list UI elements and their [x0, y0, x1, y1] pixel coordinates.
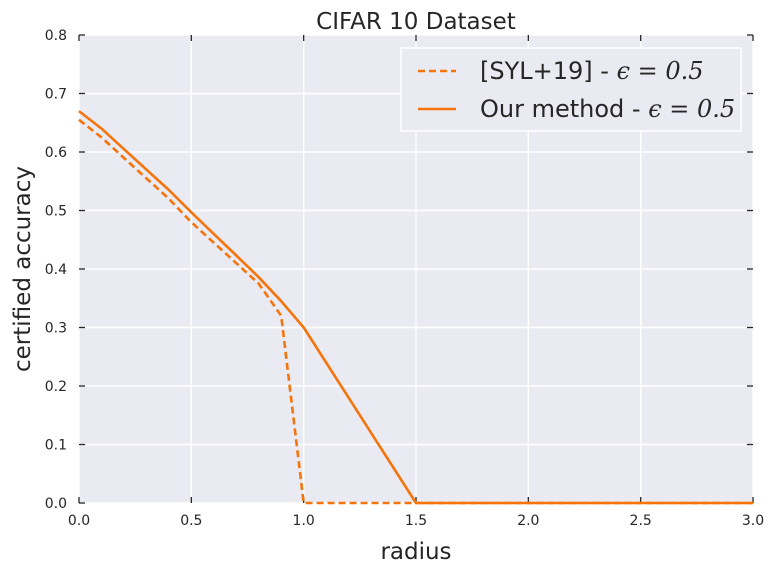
y-tick-label: 0.3 [45, 321, 67, 337]
x-tick-label: 1.5 [405, 513, 427, 529]
y-tick-label: 0.5 [45, 204, 67, 220]
x-tick-label: 1.0 [293, 513, 315, 529]
y-tick-label: 0.4 [45, 262, 67, 278]
legend-box [400, 47, 742, 132]
series-line-syl19 [78, 118, 753, 505]
chart-title: CIFAR 10 Dataset [316, 9, 516, 35]
y-tick-label: 0.7 [45, 87, 67, 103]
y-tick-label: 0.8 [45, 28, 67, 44]
series-line-our-method [78, 110, 753, 505]
legend-entry-syl19-epsilon: ϵ = 0.5 [617, 57, 704, 85]
series-lines [78, 110, 753, 505]
x-tick-label: 0.0 [68, 513, 90, 529]
x-axis-label: radius [380, 539, 451, 565]
axis-ticks [78, 34, 754, 504]
legend-entry-our-method-epsilon: ϵ = 0.5 [648, 95, 735, 123]
y-axis-label: certified accuracy [10, 166, 36, 372]
x-tick-label: 0.5 [180, 513, 202, 529]
x-tick-label: 2.0 [517, 513, 539, 529]
legend-entry-syl19: [SYL+19] - ϵ = 0.5 [480, 57, 704, 85]
y-tick-label: 0.1 [45, 438, 67, 454]
tick-labels: 0.0 0.5 1.0 1.5 2.0 2.5 3.0 0.0 0.1 0.2 0.3 0.4 0.5 0… [45, 28, 764, 529]
legend-entry-our-method-label: Our method - [480, 95, 648, 123]
legend-entry-syl19-label: [SYL+19] - [480, 57, 617, 85]
y-tick-label: 0.0 [45, 496, 67, 512]
x-tick-label: 3.0 [742, 513, 764, 529]
x-tick-label: 2.5 [630, 513, 652, 529]
y-tick-label: 0.6 [45, 145, 67, 161]
legend-entry-our-method: Our method - ϵ = 0.5 [480, 95, 735, 123]
legend: [SYL+19] - ϵ = 0.5 Our method - ϵ = 0.5 [400, 47, 742, 132]
y-tick-label: 0.2 [45, 379, 67, 395]
